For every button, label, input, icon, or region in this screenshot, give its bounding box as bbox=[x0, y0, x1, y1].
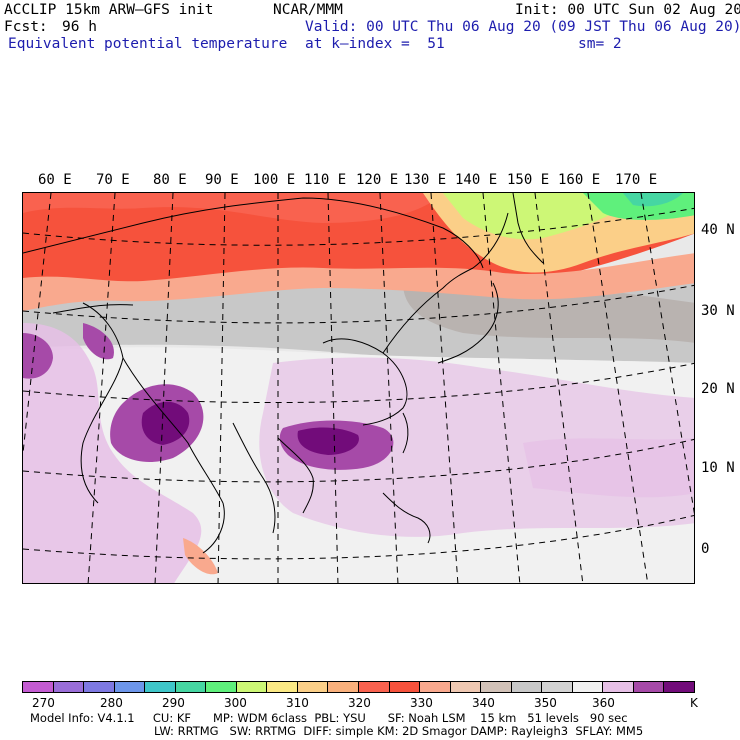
lat-label: 0 bbox=[701, 541, 710, 557]
field-name: Equivalent potential temperature bbox=[8, 36, 288, 52]
colorbar-unit: K bbox=[690, 696, 698, 710]
colorbar-tick-label: 270 bbox=[32, 696, 55, 710]
colorbar-swatch bbox=[297, 682, 329, 692]
valid-time: Valid: 00 UTC Thu 06 Aug 20 (09 JST Thu … bbox=[305, 19, 740, 35]
model-info-line: Model Info: V4.1.1 CU: KF MP: WDM 6class… bbox=[30, 711, 628, 725]
lon-label: 100 E bbox=[253, 172, 296, 188]
lat-label: 10 N bbox=[701, 460, 735, 476]
physics-info-line: LW: RRTMG SW: RRTMG DIFF: simple KM: 2D … bbox=[154, 724, 644, 738]
lon-label: 110 E bbox=[304, 172, 347, 188]
colorbar-swatch bbox=[481, 682, 512, 692]
forecast-hour: 96 h bbox=[62, 19, 97, 35]
level-label: at k–index = 51 bbox=[305, 36, 445, 52]
lat-label: 20 N bbox=[701, 381, 735, 397]
lon-label: 160 E bbox=[558, 172, 601, 188]
colorbar-swatch bbox=[389, 682, 421, 692]
colorbar-swatch bbox=[633, 682, 665, 692]
colorbar-tick-label: 360 bbox=[592, 696, 615, 710]
lat-label: 40 N bbox=[701, 222, 735, 238]
org-label: NCAR/MMM bbox=[273, 2, 343, 18]
colorbar-swatch bbox=[664, 682, 695, 692]
colorbar-swatch bbox=[267, 682, 298, 692]
colorbar-swatch bbox=[359, 682, 390, 692]
colorbar-tick-label: 290 bbox=[162, 696, 185, 710]
colorbar-tick-label: 310 bbox=[286, 696, 309, 710]
colorbar-tick-label: 350 bbox=[534, 696, 557, 710]
lon-label: 60 E bbox=[38, 172, 72, 188]
lon-label: 170 E bbox=[615, 172, 658, 188]
forecast-label: Fcst: bbox=[4, 19, 48, 35]
lat-label: 30 N bbox=[701, 303, 735, 319]
colorbar-swatch bbox=[84, 682, 115, 692]
lon-label: 140 E bbox=[455, 172, 498, 188]
colorbar-swatch bbox=[175, 682, 207, 692]
colorbar-swatch bbox=[145, 682, 176, 692]
lon-label: 150 E bbox=[507, 172, 550, 188]
colorbar-swatch bbox=[450, 682, 482, 692]
colorbar-swatch bbox=[206, 682, 237, 692]
model-title: ACCLIP 15km ARW–GFS init bbox=[4, 2, 214, 18]
colorbar-swatch bbox=[236, 682, 268, 692]
lon-label: 70 E bbox=[96, 172, 130, 188]
lon-label: 90 E bbox=[205, 172, 239, 188]
colorbar-swatch bbox=[23, 682, 54, 692]
colorbar-swatch bbox=[328, 682, 360, 692]
colorbar-swatch bbox=[603, 682, 634, 692]
init-time: Init: 00 UTC Sun 02 Aug 20 bbox=[515, 2, 740, 18]
map-panel bbox=[22, 192, 695, 584]
colorbar bbox=[22, 681, 695, 693]
colorbar-swatch bbox=[511, 682, 543, 692]
colorbar-tick-label: 280 bbox=[100, 696, 123, 710]
lon-label: 130 E bbox=[404, 172, 447, 188]
colorbar-tick-label: 330 bbox=[410, 696, 433, 710]
lon-label: 80 E bbox=[153, 172, 187, 188]
colorbar-swatch bbox=[53, 682, 85, 692]
colorbar-swatch bbox=[114, 682, 146, 692]
colorbar-swatch bbox=[420, 682, 451, 692]
colorbar-tick-label: 320 bbox=[348, 696, 371, 710]
theta-e-field-map bbox=[23, 193, 694, 583]
colorbar-tick-label: 340 bbox=[472, 696, 495, 710]
colorbar-swatch bbox=[542, 682, 573, 692]
colorbar-tick-label: 300 bbox=[224, 696, 247, 710]
smoothing-label: sm= 2 bbox=[578, 36, 622, 52]
colorbar-swatch bbox=[572, 682, 604, 692]
lon-label: 120 E bbox=[356, 172, 399, 188]
